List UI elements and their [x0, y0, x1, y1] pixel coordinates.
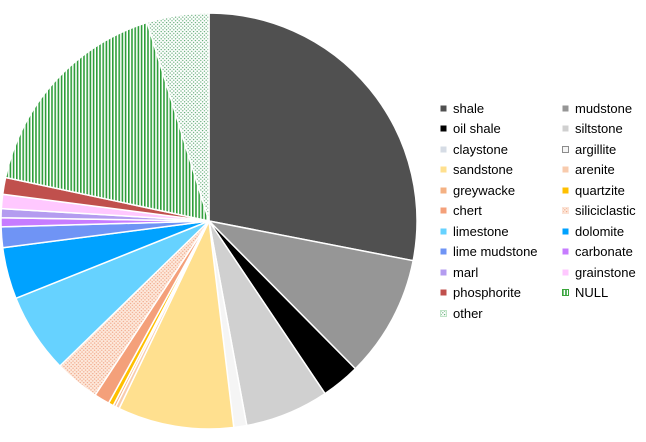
legend-item-greywacke: greywacke [440, 180, 562, 201]
legend-item-dolomite: dolomite [562, 221, 646, 242]
legend-swatch [440, 248, 447, 255]
legend-swatch [562, 125, 569, 132]
legend-item-siliciclastic: siliciclastic [562, 201, 646, 222]
legend-item-claystone: claystone [440, 139, 562, 160]
legend: shale mudstone oil shale siltstone claystone… [440, 98, 646, 324]
legend-label: siliciclastic [575, 203, 636, 219]
legend-swatch [562, 166, 569, 173]
legend-item-grainstone: grainstone [562, 262, 646, 283]
legend-swatch [562, 269, 569, 276]
legend-swatch [440, 146, 447, 153]
legend-label: arenite [575, 162, 615, 178]
legend-label: lime mudstone [453, 244, 538, 260]
legend-label: shale [453, 100, 485, 116]
legend-item-arenite: arenite [562, 160, 646, 181]
legend-item-lime-mudstone: lime mudstone [440, 242, 562, 263]
legend-swatch [562, 207, 569, 215]
legend-swatch [440, 269, 447, 276]
legend-label: limestone [453, 223, 509, 239]
legend-label: quartzite [575, 182, 625, 198]
legend-swatch [440, 187, 447, 194]
legend-item-quartzite: quartzite [562, 180, 646, 201]
legend-swatch [440, 125, 447, 132]
legend-item-carbonate: carbonate [562, 242, 646, 263]
legend-label: greywacke [453, 182, 516, 198]
legend-swatch [440, 105, 447, 112]
pie-slices [0, 12, 418, 430]
legend-swatch [562, 105, 569, 112]
legend-swatch [440, 309, 447, 317]
legend-label: grainstone [575, 264, 636, 280]
legend-label: mudstone [575, 100, 633, 116]
legend-label: carbonate [575, 244, 633, 260]
legend-label: other [453, 305, 483, 321]
legend-label: chert [453, 203, 482, 219]
legend-item-sandstone: sandstone [440, 160, 562, 181]
legend-swatch [562, 248, 569, 255]
legend-item-argillite: argillite [562, 139, 646, 160]
legend-item-marl: marl [440, 262, 562, 283]
slice-other [146, 12, 210, 222]
slice-shale [208, 12, 418, 262]
legend-swatch [440, 289, 447, 296]
legend-label: siltstone [575, 121, 623, 137]
legend-item-null: NULL [562, 283, 646, 304]
legend-label: claystone [453, 141, 508, 157]
slice-sandstone [118, 220, 235, 430]
legend-item-limestone: limestone [440, 221, 562, 242]
slice-mudstone [208, 220, 414, 370]
legend-item-chert: chert [440, 201, 562, 222]
legend-item-oil-shale: oil shale [440, 119, 562, 140]
legend-label: NULL [575, 285, 609, 301]
legend-swatch [562, 228, 569, 235]
legend-item-phosphorite: phosphorite [440, 283, 562, 304]
legend-swatch [440, 166, 447, 173]
legend-swatch [562, 289, 569, 297]
legend-item-mudstone: mudstone [562, 98, 646, 119]
legend-item-shale: shale [440, 98, 562, 119]
legend-item-siltstone: siltstone [562, 119, 646, 140]
legend-label: marl [453, 264, 479, 280]
legend-swatch [440, 207, 447, 214]
legend-label: oil shale [453, 121, 501, 137]
legend-label: phosphorite [453, 285, 521, 301]
legend-label: dolomite [575, 223, 625, 239]
legend-swatch [562, 187, 569, 194]
legend-label: sandstone [453, 162, 513, 178]
legend-label: argillite [575, 141, 617, 157]
legend-item-other: other [440, 303, 562, 324]
legend-swatch [440, 228, 447, 235]
legend-swatch [562, 145, 569, 153]
slice-null [4, 21, 210, 222]
